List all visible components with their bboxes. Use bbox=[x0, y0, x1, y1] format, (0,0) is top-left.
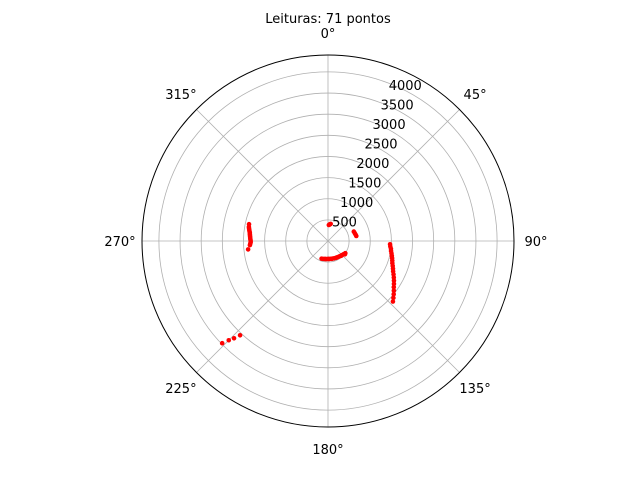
data-point bbox=[391, 281, 397, 287]
theta-tick-label: 45° bbox=[464, 88, 487, 103]
r-tick-label: 2000 bbox=[356, 157, 389, 172]
data-point bbox=[328, 221, 334, 227]
angular-tick-labels: 0° 45° 90° 135° 180° 225° 270° 315° bbox=[104, 27, 547, 458]
data-point bbox=[245, 247, 251, 252]
r-tick-label: 1000 bbox=[340, 196, 373, 211]
data-points bbox=[219, 221, 397, 346]
theta-gridline-135 bbox=[327, 240, 460, 373]
data-point bbox=[219, 340, 225, 346]
theta-gridline-225 bbox=[196, 240, 329, 373]
data-point bbox=[338, 253, 344, 259]
data-point bbox=[391, 288, 397, 293]
theta-gridline-45 bbox=[327, 109, 460, 242]
data-point bbox=[391, 295, 396, 301]
theta-tick-label: 225° bbox=[165, 382, 196, 397]
theta-tick-label: 315° bbox=[165, 88, 196, 103]
r-tick-label: 4000 bbox=[389, 79, 422, 94]
theta-tick-label: 135° bbox=[459, 382, 490, 397]
r-tick-label: 500 bbox=[332, 215, 357, 230]
data-point bbox=[326, 256, 331, 262]
r-tick-label: 2500 bbox=[364, 137, 397, 152]
data-point bbox=[391, 291, 397, 297]
chart-title: Leituras: 71 pontos bbox=[265, 12, 391, 27]
theta-gridline-315 bbox=[196, 109, 329, 242]
data-point bbox=[226, 337, 232, 343]
theta-tick-label: 0° bbox=[321, 27, 336, 42]
data-point bbox=[246, 221, 252, 227]
r-tick-label: 3500 bbox=[381, 98, 414, 113]
r-tick-label: 3000 bbox=[373, 118, 406, 133]
data-point bbox=[391, 278, 397, 283]
data-point bbox=[231, 336, 237, 341]
data-point bbox=[237, 332, 243, 338]
theta-tick-label: 270° bbox=[104, 235, 135, 250]
theta-tick-label: 180° bbox=[312, 443, 343, 458]
data-point bbox=[390, 299, 396, 304]
data-point bbox=[334, 255, 340, 260]
polar-spine bbox=[141, 54, 515, 428]
data-point bbox=[323, 256, 328, 262]
data-point bbox=[319, 256, 324, 261]
data-point bbox=[354, 233, 359, 239]
r-tick-label: 1500 bbox=[348, 176, 381, 191]
data-point bbox=[342, 251, 348, 257]
polar-grid bbox=[141, 54, 515, 428]
theta-tick-label: 90° bbox=[524, 235, 547, 250]
radial-tick-labels: 500 1000 1500 2000 2500 3000 3500 4000 bbox=[332, 79, 422, 231]
data-point bbox=[391, 284, 397, 290]
